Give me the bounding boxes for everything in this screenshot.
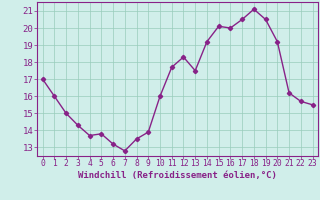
X-axis label: Windchill (Refroidissement éolien,°C): Windchill (Refroidissement éolien,°C) [78, 171, 277, 180]
